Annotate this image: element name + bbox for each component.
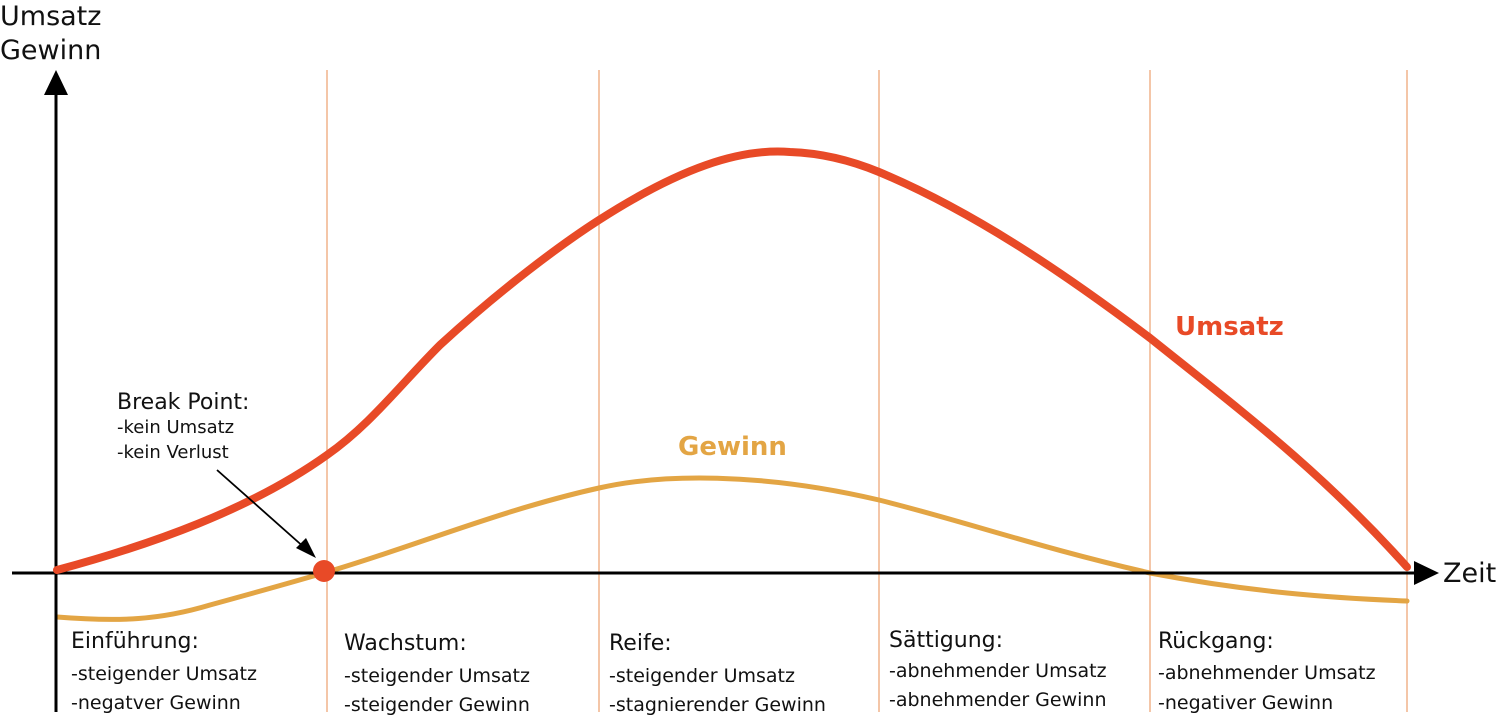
break-point-title: Break Point: bbox=[117, 390, 249, 415]
phase-saettigung: Sättigung: -abnehmender Umsatz -abnehmen… bbox=[889, 628, 1107, 711]
gewinn-curve bbox=[54, 475, 1410, 622]
phase-title: Wachstum: bbox=[344, 631, 467, 656]
phase-title: Einführung: bbox=[71, 629, 199, 654]
gewinn-label: Gewinn bbox=[678, 432, 787, 462]
x-axis-arrow-icon bbox=[1414, 561, 1439, 585]
phase-line: -abnehmender Gewinn bbox=[889, 689, 1107, 711]
phase-line: -stagnierender Gewinn bbox=[609, 694, 826, 716]
break-point-pointer bbox=[216, 469, 307, 550]
break-point-marker bbox=[313, 560, 335, 582]
umsatz-label: Umsatz bbox=[1175, 312, 1284, 342]
phase-line: -negatver Gewinn bbox=[71, 692, 241, 714]
phase-line: -steigender Umsatz bbox=[71, 663, 257, 685]
break-point-line: -kein Verlust bbox=[117, 442, 229, 463]
phase-line: -abnehmender Umsatz bbox=[1158, 662, 1376, 684]
y-axis-title-line-2: Gewinn bbox=[0, 35, 101, 66]
phase-title: Rückgang: bbox=[1158, 629, 1274, 654]
phase-line: -steigender Umsatz bbox=[609, 665, 795, 687]
phase-title: Sättigung: bbox=[889, 628, 1003, 653]
phase-line: -steigender Gewinn bbox=[344, 694, 530, 716]
y-axis-arrow-icon bbox=[44, 70, 68, 95]
phase-rueckgang: Rückgang: -abnehmender Umsatz -negativer… bbox=[1158, 629, 1376, 714]
phase-line: -negativer Gewinn bbox=[1158, 692, 1333, 714]
phase-einfuehrung: Einführung: -steigender Umsatz -negatver… bbox=[71, 629, 257, 714]
break-point-line: -kein Umsatz bbox=[117, 417, 234, 438]
x-axis-title: Zeit bbox=[1443, 558, 1496, 589]
umsatz-curve bbox=[53, 147, 1411, 574]
phase-dividers bbox=[326, 70, 1408, 712]
phase-title: Reife: bbox=[609, 631, 672, 656]
y-axis-title-line-1: Umsatz bbox=[0, 1, 101, 32]
phase-line: -steigender Umsatz bbox=[344, 665, 530, 687]
phase-reife: Reife: -steigender Umsatz -stagnierender… bbox=[609, 631, 826, 716]
break-point-arrow-icon bbox=[296, 538, 316, 558]
phase-wachstum: Wachstum: -steigender Umsatz -steigender… bbox=[344, 631, 530, 716]
phase-line: -abnehmender Umsatz bbox=[889, 660, 1107, 682]
